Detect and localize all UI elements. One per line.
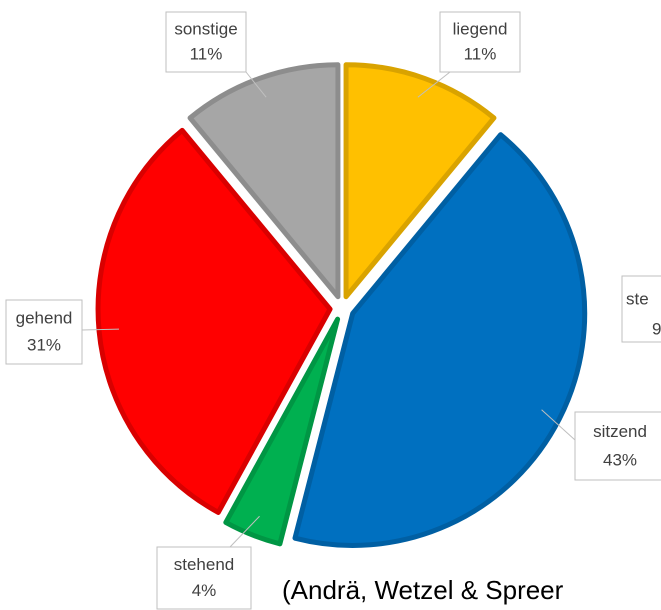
callout	[165, 11, 247, 73]
callout	[439, 11, 521, 73]
callout	[5, 299, 83, 365]
slice	[343, 62, 497, 300]
value-label: 4%	[192, 581, 217, 600]
category-label: gehend	[16, 309, 73, 328]
caption: (Andrä, Wetzel & Spreer	[282, 575, 564, 605]
category-label: stehend	[174, 555, 235, 574]
category-label: sonstige	[174, 19, 237, 38]
callout	[574, 411, 661, 481]
cropped-label: ste	[626, 289, 649, 308]
category-label: sitzend	[593, 422, 647, 441]
leader	[417, 71, 451, 98]
pie	[95, 62, 588, 548]
slice	[95, 127, 333, 515]
value-label: 11%	[190, 45, 223, 64]
callout	[156, 546, 252, 610]
leader	[229, 515, 260, 548]
value-label: 11%	[464, 45, 497, 64]
cropped-callout	[621, 275, 661, 343]
category-label: liegend	[453, 19, 508, 38]
slice	[292, 132, 588, 548]
slice	[187, 62, 341, 300]
leader	[245, 71, 267, 98]
leader	[541, 409, 576, 441]
labels: liegend 11% sitzend 43% stehend 4% gehend 31% so…	[5, 11, 661, 610]
leader	[81, 328, 120, 331]
slice	[223, 316, 341, 547]
cropped-value: 9	[652, 319, 661, 338]
value-label: 31%	[27, 336, 61, 355]
value-label: 43%	[603, 450, 637, 469]
